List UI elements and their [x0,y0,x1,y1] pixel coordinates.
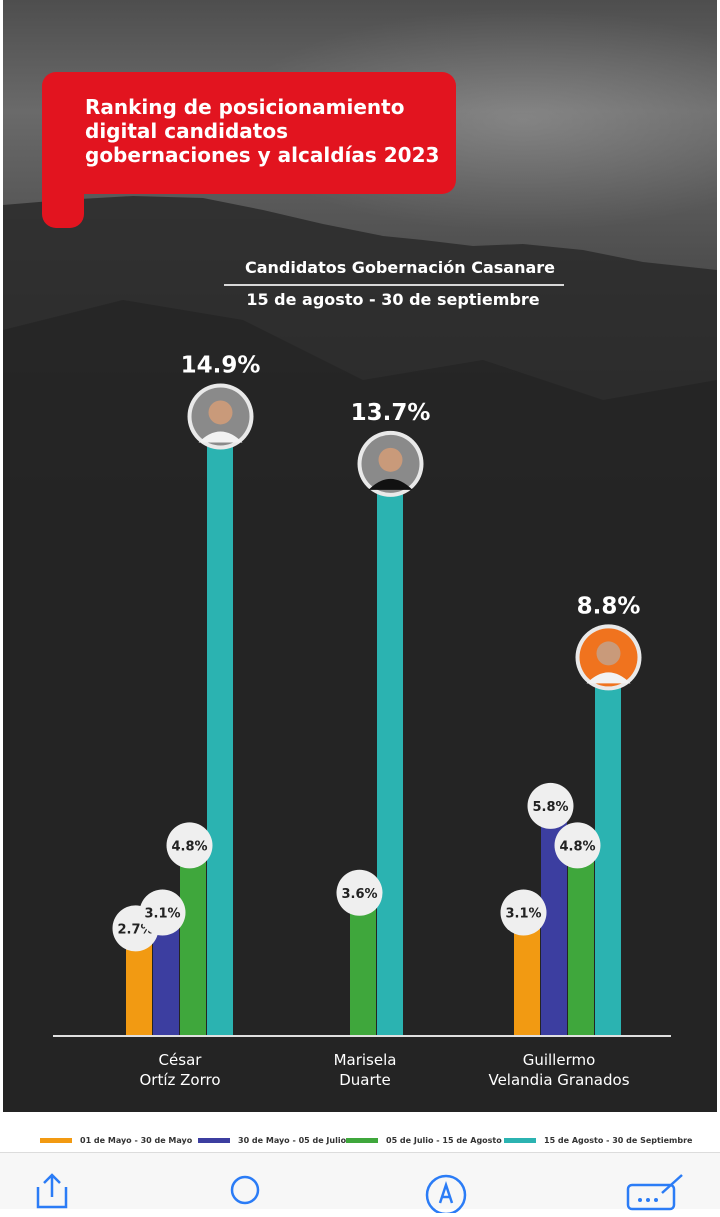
chart-subtitle: Candidatos Gobernación Casanare [244,258,556,277]
category-label: César Ortíz Zorro [139,1051,221,1089]
candidate-face [208,400,233,425]
bar-chart: 2.7%3.1%4.8%14.9%3.6%13.7%3.1%5.8%4.8%8.… [53,352,671,1037]
legend-label: 30 de Mayo - 05 de Julio [238,1136,347,1145]
candidate-body [368,478,413,490]
legend: 01 de Mayo - 30 de Mayo 30 de Mayo - 05 d… [0,1112,720,1152]
category-label: Guillermo Velandia Granados [488,1051,630,1089]
bar [568,845,594,1035]
data-label: 4.8% [559,839,595,854]
data-label: 14.9% [181,352,261,378]
data-label: 8.8% [577,593,641,619]
markup-icon [425,1174,467,1216]
page-title: Ranking de posicionamiento digital candi… [85,95,440,167]
data-label-bubble [336,869,383,916]
legend-label: 15 de Agosto - 30 de Septiembre [544,1136,693,1145]
bar [180,845,206,1035]
legend-label: 01 de Mayo - 30 de Mayo [80,1136,193,1145]
candidate-face [596,641,621,666]
data-label-bubble [139,889,186,936]
title-box [42,72,456,194]
bottom-toolbar [0,1152,720,1216]
legend-item: 05 de Julio - 15 de Agosto [346,1136,502,1145]
bar [377,493,403,1036]
data-label: 3.1% [505,907,541,922]
legend-swatch [504,1138,536,1143]
data-label-bubble [166,822,213,869]
legend-label: 05 de Julio - 15 de Agosto [386,1136,502,1145]
bar [595,687,621,1035]
legend-item: 01 de Mayo - 30 de Mayo [40,1136,192,1145]
data-label: 5.8% [532,800,568,815]
edit-icon [626,1174,683,1211]
legend-swatch [346,1138,378,1143]
markup-button[interactable] [424,1173,468,1216]
data-label-bubble [527,782,574,829]
subtitle-divider [224,284,564,286]
data-label: 3.1% [144,907,180,922]
infographic-poster: Ranking de posicionamiento digital candi… [3,0,717,1112]
legend-item: 15 de Agosto - 30 de Septiembre [504,1136,692,1145]
bar [207,446,233,1035]
data-label: 4.8% [171,839,207,854]
data-label: 3.6% [341,887,377,902]
bar [350,892,376,1035]
legend-item: 30 de Mayo - 05 de Julio [198,1136,346,1145]
share-icon [36,1173,68,1209]
candidate-body [198,431,243,443]
category-labels: César Ortíz Zorro Marisela Duarte Guillerm… [3,0,717,1112]
share-button[interactable] [30,1173,74,1213]
search-button[interactable] [223,1173,267,1213]
candidate-face [378,447,403,472]
legend-swatch [198,1138,230,1143]
search-icon [230,1175,260,1205]
category-label: Marisela Duarte [333,1051,397,1089]
data-label-bubble [500,889,547,936]
candidate-body [586,672,631,684]
data-label: 13.7% [351,400,431,426]
edit-button[interactable] [626,1173,683,1213]
chart-date-range: 15 de agosto - 30 de septiembre [246,290,540,309]
data-label-bubble [554,822,601,869]
legend-swatch [40,1138,72,1143]
